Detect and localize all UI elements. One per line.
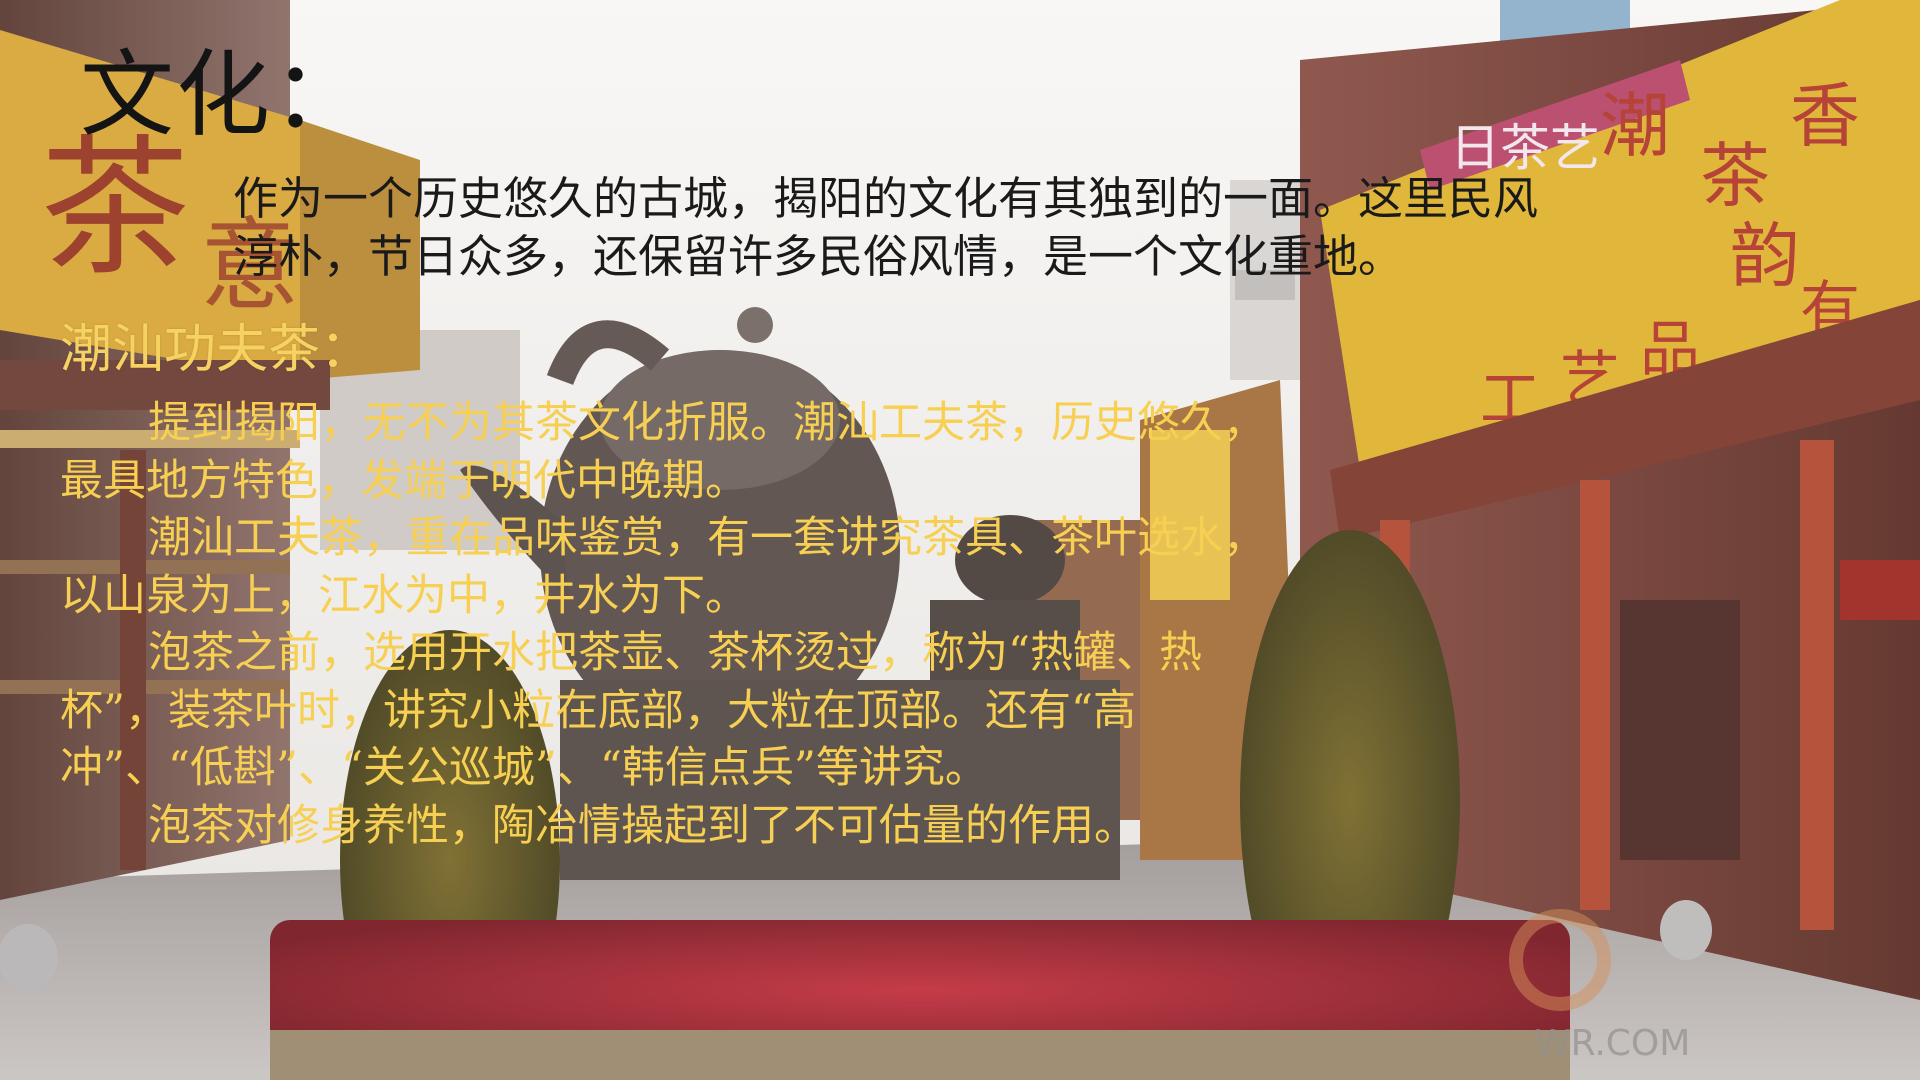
body-line: 提到揭阳，无不为其茶文化折服。潮汕工夫茶，历史悠久， (148, 398, 1266, 448)
left-sign-char-2: 意 (200, 207, 300, 324)
intro-line: 淳朴，节日众多，还保留许多民俗风情，是一个文化重地。 (233, 230, 1404, 283)
right-sign-char-2: 茶 (1700, 135, 1770, 217)
intro-paragraph: 作为一个历史悠久的古城，揭阳的文化有其独到的一面。这里民风 淳朴，节日众多，还保… (233, 170, 1653, 286)
section-heading: 潮汕功夫茶： (60, 320, 373, 380)
body-line: 最具地方特色，发端于明代中晚期。 (60, 455, 748, 506)
body-line: 泡茶之前，选用开水把茶壶、茶杯烫过，称为“热罐、热 (148, 628, 1202, 678)
intro-line: 作为一个历史悠久的古城，揭阳的文化有其独到的一面。这里民风 (233, 172, 1539, 225)
left-sign-char: 茶 (40, 122, 190, 296)
right-sign-char-3: 香 (1790, 75, 1860, 157)
body-line: 冲”、“低斟”、“关公巡城”、“韩信点兵”等讲究。 (60, 743, 988, 793)
body-line: 泡茶对修身养性，陶冶情操起到了不可估量的作用。 (148, 800, 1137, 851)
body-line: 杯”，装茶叶时，讲究小粒在底部，大粒在顶部。还有“高 (60, 685, 1136, 736)
watermark-text: WR.COM (1535, 1023, 1690, 1064)
slide-title: 文化： (80, 41, 369, 150)
tea-description: 提到揭阳，无不为其茶文化折服。潮汕工夫茶，历史悠久， 最具地方特色，发端于明代中… (60, 395, 1460, 855)
body-line: 潮汕工夫茶，重在品味鉴赏，有一套讲究茶具、茶叶选水， (148, 513, 1266, 563)
right-top-sign: 日茶艺 (1450, 119, 1600, 177)
right-sign-char-1: 潮 (1600, 85, 1670, 167)
body-line: 以山泉为上，江水为中，井水为下。 (60, 570, 748, 621)
right-sign-char-4: 韵 (1730, 215, 1800, 297)
